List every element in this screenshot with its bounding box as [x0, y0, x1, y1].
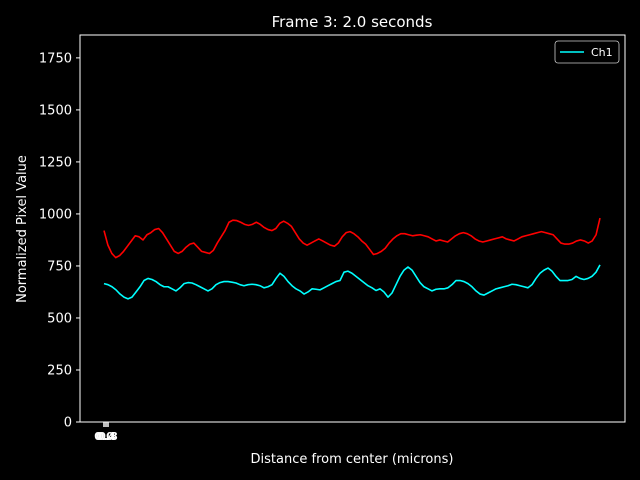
- y-axis-ticks: 0 250 500 750 1000 1250 1500 1750: [39, 51, 80, 431]
- x-axis-label: Distance from center (microns): [251, 452, 454, 467]
- y-axis-label: Normalized Pixel Value: [15, 155, 30, 303]
- x-tick-label: 0.4: [96, 430, 116, 443]
- y-tick-label: 750: [47, 259, 72, 274]
- plot-frame: [79, 34, 626, 423]
- y-tick-label: 1500: [39, 103, 72, 118]
- y-tick-label: 250: [47, 363, 72, 378]
- y-tick-label: 1250: [39, 155, 72, 170]
- legend-entry-ch1: Ch1: [591, 46, 613, 59]
- legend: Ch1: [554, 40, 620, 64]
- series-layer: [103, 217, 601, 300]
- x-tick-label: 0.0: [94, 430, 114, 443]
- y-tick-label: 1750: [39, 51, 72, 66]
- y-tick-label: 1000: [39, 207, 72, 222]
- legend-box: [554, 40, 620, 64]
- y-tick-label: 0: [64, 416, 72, 431]
- series-line-ch1: [103, 264, 601, 300]
- x-tick-label: 0.8: [98, 430, 118, 443]
- y-tick-label: 500: [47, 311, 72, 326]
- x-axis-ticks: 0.00.40.8: [94, 422, 118, 443]
- chart-title: Frame 3: 2.0 seconds: [272, 13, 433, 31]
- series-line-2: [103, 217, 601, 259]
